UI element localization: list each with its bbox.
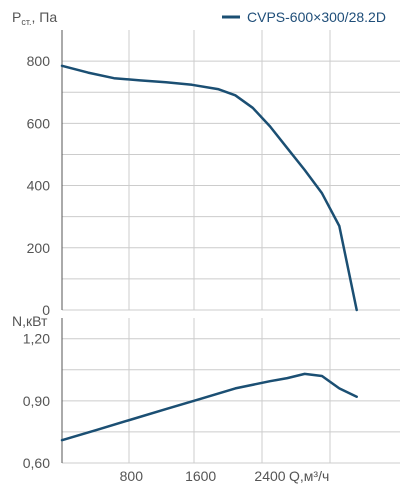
pressure-y-tick-label: 800 — [27, 53, 51, 69]
power-y-tick-label: 0,90 — [23, 393, 50, 409]
bottom-y-axis-label: N,кВт — [12, 313, 48, 329]
power-y-tick-label: 1,20 — [23, 331, 50, 347]
pressure-y-tick-label: 600 — [27, 115, 51, 131]
legend-label: CVPS-600×300/28.2D — [247, 9, 386, 25]
x-tick-label: 2400 — [254, 468, 285, 484]
pressure-y-tick-label: 400 — [27, 178, 51, 194]
power-series-line — [60, 372, 358, 442]
pressure-y-tick-label: 0 — [42, 302, 50, 318]
pressure-series-line — [60, 64, 358, 312]
top-y-axis-label: Pст., Па — [12, 9, 57, 27]
x-axis-label: Q,м³/ч — [289, 468, 329, 484]
x-tick-label: 800 — [120, 468, 144, 484]
power-y-tick-label: 0,60 — [23, 455, 50, 471]
power-chart: 0,60 0,90 1,20 800 1600 2400 — [23, 318, 400, 484]
x-tick-label: 1600 — [185, 468, 216, 484]
legend: CVPS-600×300/28.2D — [222, 9, 386, 25]
pressure-y-tick-label: 200 — [27, 240, 51, 256]
pressure-chart: 0 200 400 600 800 — [27, 30, 400, 318]
